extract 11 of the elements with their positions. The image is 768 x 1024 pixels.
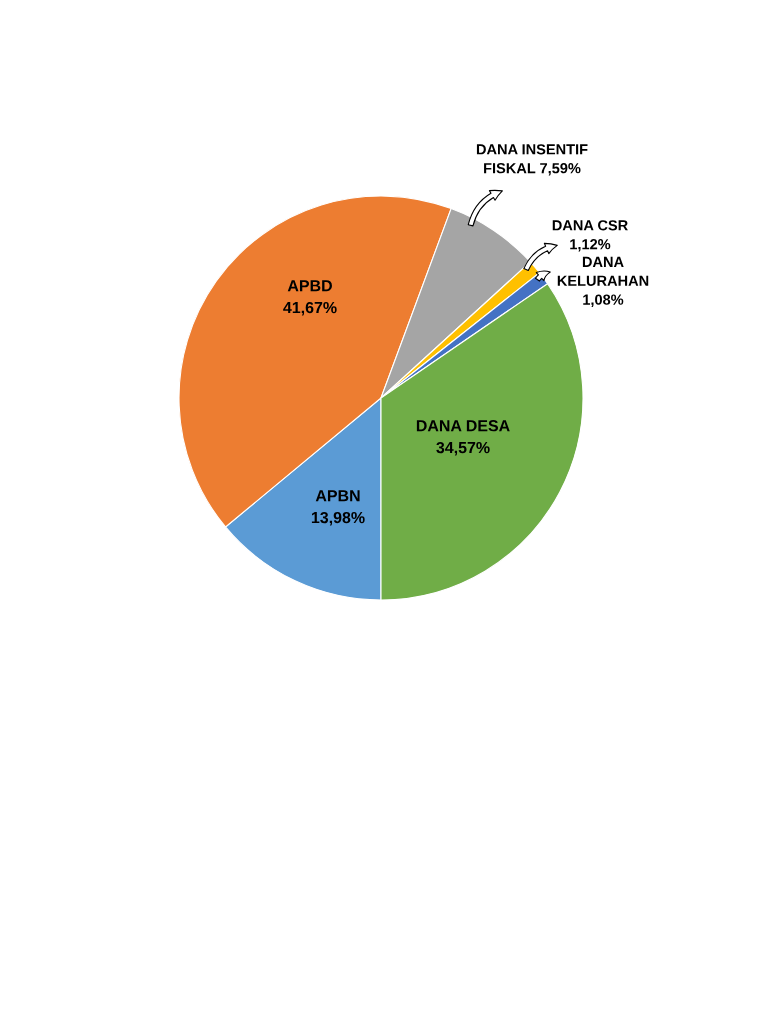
data-label: 34,57% [436,441,490,456]
data-label: 1,12% [570,239,611,252]
data-label: 13,98% [311,511,365,526]
slice-label: DANA KELURAHAN [557,256,649,286]
slice-label: APBD [287,280,332,292]
slice-label: DANA DESA [416,420,510,432]
data-label: 41,67% [283,301,337,316]
slice-label: DANA INSENTIF FISKAL 7,59% [476,144,588,176]
slice-label: DANA CSR [552,220,628,231]
data-label: 1,08% [583,294,624,307]
slice-label: APBN [315,490,360,502]
